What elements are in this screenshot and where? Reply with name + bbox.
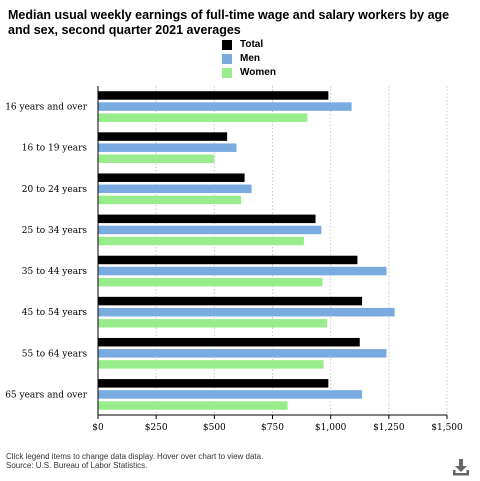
x-tick-label: $750 (261, 423, 284, 433)
category-label: 20 to 24 years (22, 185, 88, 195)
bar[interactable] (98, 266, 387, 276)
x-tick-label: $1,000 (315, 423, 347, 433)
bar[interactable] (98, 154, 215, 164)
category-label: 45 to 54 years (22, 308, 88, 318)
bar[interactable] (98, 132, 228, 141)
category-label: 55 to 64 years (22, 349, 88, 359)
bar[interactable] (98, 379, 329, 388)
bar[interactable] (98, 296, 363, 306)
chart-legend: Total Men Women (222, 38, 276, 80)
bar[interactable] (98, 390, 363, 399)
chart-instructions: Click legend items to change data displa… (6, 452, 264, 461)
x-tick-label: $250 (145, 423, 168, 433)
bar[interactable] (98, 349, 387, 358)
legend-label-men: Men (240, 53, 260, 64)
download-icon[interactable] (452, 458, 470, 476)
category-label: 65 years and over (5, 390, 87, 400)
bar[interactable] (98, 225, 322, 235)
legend-label-women: Women (240, 67, 276, 78)
bar[interactable] (98, 143, 237, 152)
legend-item-men[interactable]: Men (222, 52, 276, 65)
bar[interactable] (98, 102, 352, 111)
bar[interactable] (98, 195, 242, 205)
x-tick-label: $500 (203, 423, 226, 433)
x-tick-label: $1,500 (431, 423, 463, 433)
legend-label-total: Total (240, 39, 264, 50)
category-label: 16 years and over (5, 103, 87, 113)
legend-item-total[interactable]: Total (222, 38, 276, 51)
bar[interactable] (98, 401, 288, 410)
x-tick-label: $1,250 (373, 423, 405, 433)
x-tick-label: $0 (92, 423, 104, 433)
chart-title: Median usual weekly earnings of full-tim… (8, 8, 450, 37)
bar[interactable] (98, 214, 316, 224)
bar[interactable] (98, 113, 308, 122)
bar[interactable] (98, 236, 304, 246)
legend-swatch-total (222, 39, 232, 50)
bar[interactable] (98, 337, 360, 347)
category-label: 16 to 19 years (22, 144, 88, 154)
legend-swatch-men (222, 53, 232, 64)
bar[interactable] (98, 91, 329, 100)
bar[interactable] (98, 173, 245, 182)
bar[interactable] (98, 277, 323, 287)
legend-swatch-women (222, 67, 232, 78)
chart-footer: Click legend items to change data displa… (6, 452, 263, 470)
bar[interactable] (98, 360, 324, 369)
bar[interactable] (98, 184, 252, 194)
legend-item-women[interactable]: Women (222, 66, 276, 79)
chart-source: Source: U.S. Bureau of Labor Statistics. (6, 461, 148, 470)
category-label: 25 to 34 years (22, 226, 88, 236)
bar[interactable] (98, 255, 358, 265)
category-label: 35 to 44 years (22, 267, 88, 277)
bar[interactable] (98, 319, 328, 328)
bar[interactable] (98, 307, 395, 317)
